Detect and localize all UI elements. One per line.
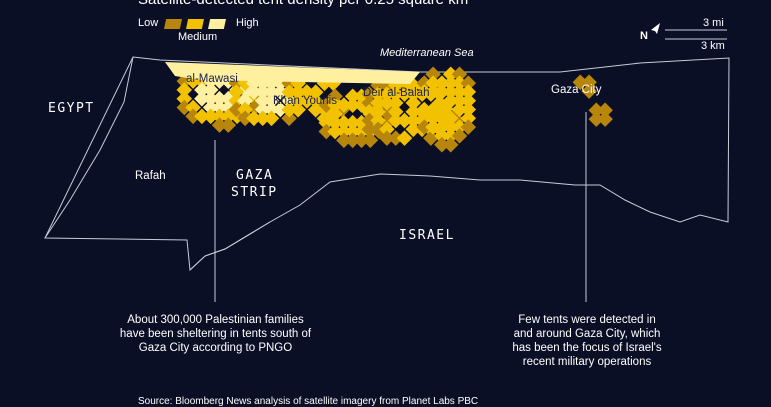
density-cell — [434, 136, 450, 153]
country-gaza-line2: STRIP — [231, 185, 278, 200]
country-egypt: EGYPT — [48, 101, 95, 116]
annotation-south-line2: have been sheltering in tents south of — [119, 328, 312, 340]
egypt-border — [44, 56, 134, 239]
place-khan-younis: Khan Younis — [273, 95, 337, 107]
annotation-north: Few tents were detected in and around Ga… — [496, 313, 678, 369]
density-cell — [387, 130, 404, 146]
scale-miles-label: 3 mi — [703, 17, 724, 29]
density-cell — [344, 132, 361, 149]
scale-km-label: 3 km — [701, 40, 725, 52]
annotation-south: About 300,000 Palestinian families have … — [103, 313, 328, 355]
density-cell — [379, 130, 395, 146]
density-cell — [211, 99, 228, 116]
map-title: Satellite-detected tent density per 0.25… — [138, 0, 468, 8]
legend-swatch-high — [208, 19, 226, 29]
density-cell — [202, 99, 219, 116]
density-cell — [176, 99, 193, 116]
legend-high-label: High — [236, 17, 259, 29]
density-cell — [194, 82, 210, 98]
density-cell — [237, 110, 253, 127]
legend-swatch-low — [164, 19, 182, 29]
north-arrow-icon — [651, 23, 660, 34]
density-cell — [423, 130, 439, 146]
source-note: Source: Bloomberg News analysis of satel… — [138, 396, 479, 407]
place-gaza-city: Gaza City — [551, 84, 602, 96]
density-cell — [434, 128, 450, 144]
legend-low-label: Low — [138, 17, 159, 29]
place-deir-al-balah: Deir al-Balah — [363, 87, 430, 99]
country-gaza-line1: GAZA — [236, 168, 274, 183]
annotation-north-line4: recent military operations — [522, 356, 652, 368]
density-cell — [220, 117, 237, 133]
density-cell — [237, 92, 253, 109]
density-cell — [194, 108, 210, 125]
density-cell — [185, 108, 201, 125]
density-cell — [228, 101, 245, 118]
country-israel: ISRAEL — [399, 228, 455, 243]
annotation-north-line1: Few tents were detected in — [518, 314, 656, 326]
density-cell — [228, 84, 245, 100]
sea-label: Mediterranean Sea — [380, 47, 474, 59]
density-cell — [202, 108, 219, 125]
density-cell — [442, 136, 459, 153]
legend-medium-label: Medium — [178, 31, 218, 43]
density-high-strip — [165, 62, 420, 84]
density-cell — [176, 82, 193, 98]
annotation-north-line3: has been the focus of Israel's — [512, 342, 662, 354]
annotation-south-line1: About 300,000 Palestinian families — [127, 314, 304, 326]
density-cell — [202, 82, 219, 98]
israel-border — [189, 221, 271, 271]
annotation-north-line2: and around Gaza City, which — [513, 328, 661, 340]
density-cell — [237, 101, 253, 118]
density-cell — [176, 90, 193, 107]
density-cell — [211, 117, 228, 133]
legend-swatch-medium — [186, 19, 204, 29]
density-cell — [211, 90, 228, 107]
annotation-south-line3: Gaza City according to PNGO — [138, 342, 293, 354]
north-label: N — [640, 30, 648, 42]
density-cell — [185, 99, 201, 116]
density-cell — [362, 132, 379, 149]
density-cell — [202, 90, 219, 107]
density-cell — [353, 132, 370, 149]
density-cell — [336, 132, 352, 149]
density-cell — [211, 108, 228, 125]
density-cell — [228, 92, 245, 109]
density-cell — [442, 128, 459, 144]
density-cell — [194, 90, 210, 107]
density-cell — [451, 128, 468, 144]
place-al-mawasi: al-Mawasi — [186, 73, 238, 85]
place-rafah: Rafah — [135, 170, 166, 182]
density-cell — [396, 130, 413, 146]
